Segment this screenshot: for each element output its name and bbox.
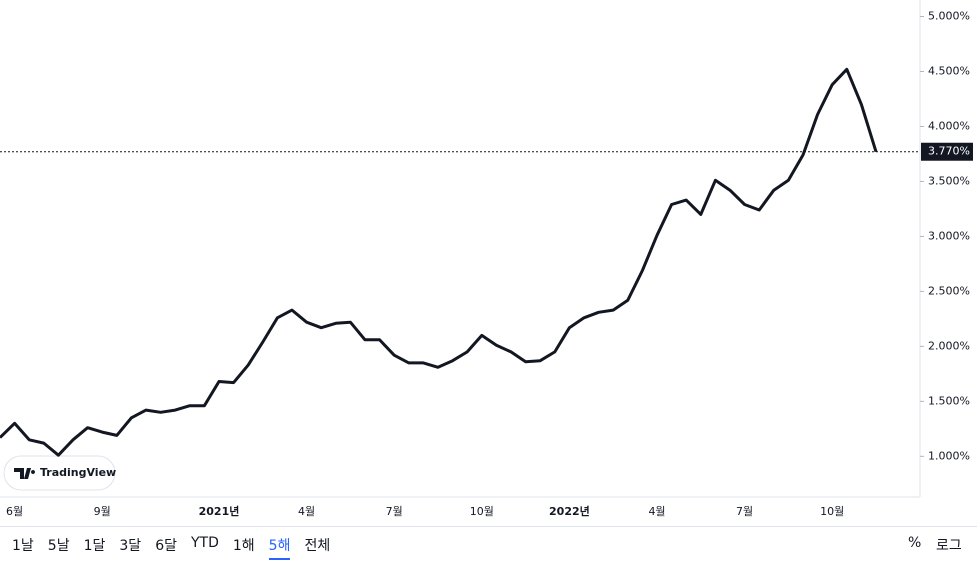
x-tick-label: 4월 bbox=[298, 505, 315, 518]
y-tick-label: 4.000% bbox=[928, 119, 970, 132]
last-price-label: 3.770% bbox=[928, 145, 970, 158]
range-button[interactable]: 1날 bbox=[12, 538, 34, 554]
x-tick-label: 10월 bbox=[820, 505, 844, 518]
last-price-box bbox=[921, 142, 973, 161]
x-tick-label: 4월 bbox=[648, 505, 665, 518]
x-tick-label: 7월 bbox=[736, 505, 753, 518]
x-tick-label: 2021년 bbox=[199, 504, 240, 518]
y-tick-label: 3.500% bbox=[928, 174, 970, 187]
chart: TradingView 1.000% 1.500% 2.000% 2.500% 3.00… bbox=[0, 0, 973, 518]
price-line bbox=[0, 67, 878, 457]
y-tick-label: 2.500% bbox=[928, 284, 970, 297]
range-button[interactable]: 6달 bbox=[155, 538, 177, 554]
range-button[interactable]: 1해 bbox=[232, 538, 255, 554]
toolbar: 1날 5날 1달 3달 6달 YTD 1해 5해 전체 % 로그 bbox=[0, 526, 977, 562]
range-button[interactable]: 5해 bbox=[268, 535, 291, 560]
range-button[interactable]: 전체 bbox=[304, 538, 331, 554]
watermark-text: TradingView bbox=[40, 466, 116, 479]
percent-button[interactable]: % bbox=[908, 535, 922, 551]
y-tick-label: 3.000% bbox=[928, 229, 970, 242]
x-tick-label: 9월 bbox=[94, 505, 111, 518]
range-buttons: 1날 5날 1달 3달 6달 YTD 1해 5해 전체 bbox=[12, 535, 330, 560]
y-tick-label: 4.500% bbox=[928, 64, 970, 77]
range-button[interactable]: 3달 bbox=[119, 538, 142, 554]
y-tick-label: 1.500% bbox=[928, 394, 970, 407]
range-button[interactable]: 5날 bbox=[47, 538, 70, 554]
x-tick-label: 6월 bbox=[6, 505, 23, 518]
x-tick-label: 10월 bbox=[470, 505, 494, 518]
watermark: TradingView bbox=[3, 455, 116, 491]
range-button[interactable]: YTD bbox=[190, 535, 219, 551]
y-tick-label: 5.000% bbox=[928, 9, 970, 22]
y-tick-label: 2.000% bbox=[928, 339, 970, 352]
range-button[interactable]: 1달 bbox=[83, 538, 106, 554]
x-tick-label: 2022년 bbox=[549, 504, 590, 518]
y-tick-label: 1.000% bbox=[928, 449, 970, 462]
x-tick-label: 7월 bbox=[386, 505, 403, 518]
log-button[interactable]: 로그 bbox=[936, 538, 962, 554]
